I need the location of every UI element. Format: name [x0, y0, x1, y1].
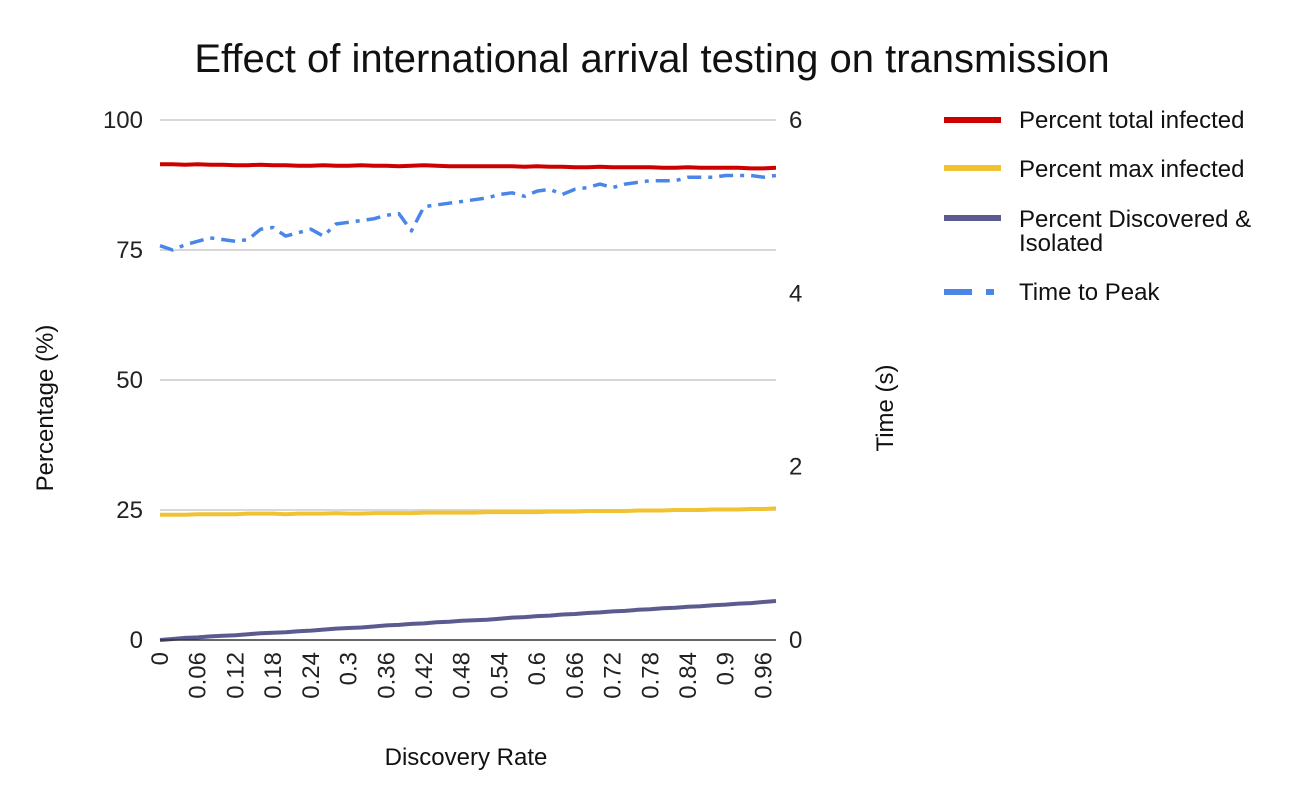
y2-tick-label: 4 [789, 280, 802, 307]
series-line-1 [160, 506, 777, 517]
y-tick-label: 100 [103, 107, 143, 134]
x-tick-label: 0.12 [222, 652, 249, 699]
y2-tick-label: 6 [789, 107, 802, 134]
axes: 0 25 50 75 100 0 2 4 6 0 0.06 0.12 0.18 0.24 0.3 0.36 0.… [103, 107, 802, 699]
x-tick-label: 0.96 [750, 652, 777, 699]
series-lines [159, 162, 777, 642]
series-line-2 [159, 599, 777, 642]
x-tick-label: 0.78 [637, 652, 664, 699]
x-tick-label: 0.54 [486, 652, 513, 699]
x-tick-label: 0.42 [411, 652, 438, 699]
x-tick-label: 0.6 [524, 652, 551, 685]
series-line-3 [159, 173, 777, 252]
x-tick-label: 0.36 [373, 652, 400, 699]
y-tick-label: 75 [116, 237, 143, 264]
gridlines [160, 119, 776, 511]
x-tick-label: 0.18 [260, 652, 287, 699]
x-tick-label: 0.3 [336, 652, 363, 685]
y2-axis-title: Time (s) [872, 364, 899, 451]
x-tick-label: 0.9 [713, 652, 740, 685]
x-tick-label: 0 [147, 652, 174, 665]
x-tick-label: 0.06 [185, 652, 212, 699]
legend-label-0: Percent total infected [1019, 107, 1244, 134]
y-axis-title: Percentage (%) [32, 325, 59, 492]
legend: Percent total infected Percent max infect… [944, 107, 1251, 306]
legend-label-1: Percent max infected [1019, 156, 1244, 183]
x-tick-label: 0.48 [449, 652, 476, 699]
chart-title: Effect of international arrival testing … [194, 37, 1109, 81]
y2-tick-label: 2 [789, 454, 802, 481]
x-axis-title: Discovery Rate [385, 744, 548, 771]
x-tick-label: 0.66 [562, 652, 589, 699]
x-tick-label: 0.72 [600, 652, 627, 699]
x-tick-label: 0.24 [298, 652, 325, 699]
legend-label-3: Time to Peak [1019, 279, 1160, 306]
y-tick-label: 0 [130, 627, 143, 654]
y2-tick-label: 0 [789, 627, 802, 654]
y-tick-label: 50 [116, 367, 143, 394]
legend-label-2: Percent Discovered & Isolated [1019, 206, 1251, 257]
x-tick-label: 0.84 [675, 652, 702, 699]
series-line-0 [160, 162, 777, 171]
y-tick-label: 25 [116, 497, 143, 524]
